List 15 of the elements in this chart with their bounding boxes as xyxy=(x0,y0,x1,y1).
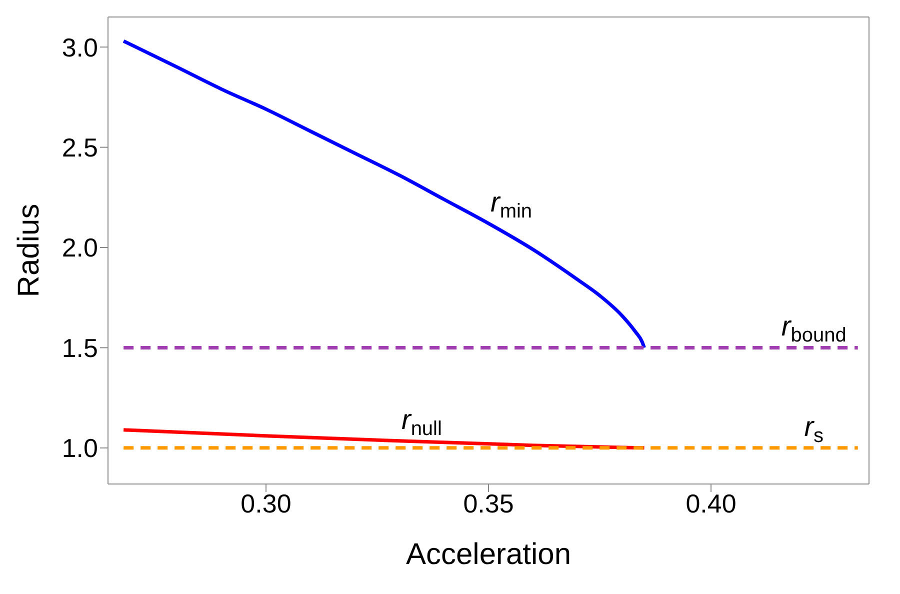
y-tick-label: 1.0 xyxy=(62,433,98,464)
x-tick-label: 0.35 xyxy=(463,488,514,518)
x-tick-label: 0.40 xyxy=(686,488,736,518)
line-series xyxy=(122,39,646,350)
y-tick-label: 1.5 xyxy=(62,332,98,363)
y-tick-label: 2.5 xyxy=(62,132,98,163)
y-axis-title: Radius xyxy=(12,204,46,298)
x-axis-title: Acceleration xyxy=(406,538,572,571)
series-label: r$_{null}$ xyxy=(401,404,442,440)
x-tick-label: 0.30 xyxy=(240,488,292,518)
series-label: r$_{bound}$ xyxy=(781,310,846,347)
y-tick-label: 2.0 xyxy=(62,232,98,263)
y-tick-label: 3.0 xyxy=(62,32,98,62)
series-label: r$_{s}$ xyxy=(804,410,824,447)
series-label: r$_{min}$ xyxy=(490,186,532,222)
